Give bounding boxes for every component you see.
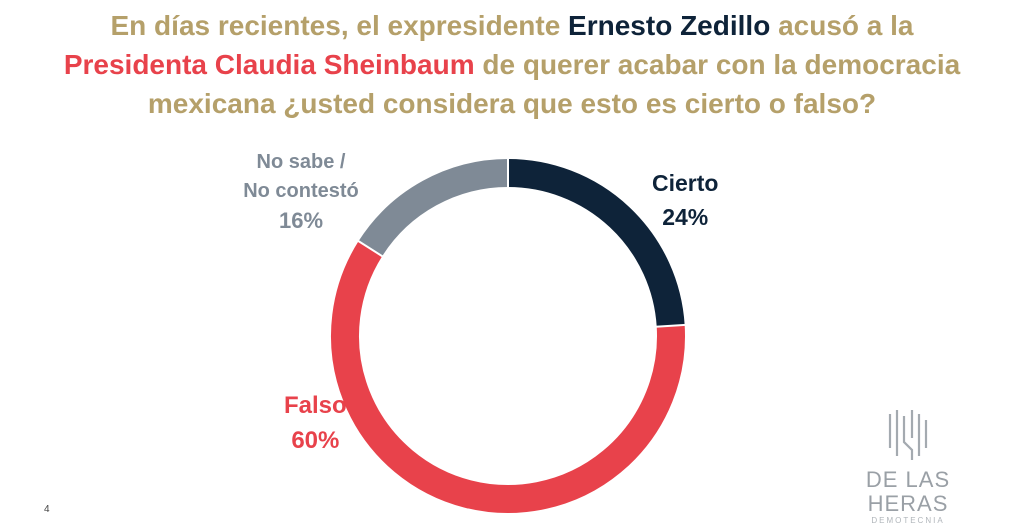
no-sabe-label-line1: No sabe / — [256, 151, 346, 173]
title-text-2: acusó a la — [770, 10, 914, 41]
slice-no-sabe — [358, 159, 509, 257]
title-name-sheinbaum: Presidenta Claudia Sheinbaum — [63, 49, 475, 80]
no-sabe-percent: 16% — [278, 208, 324, 233]
slice-label-cierto: Cierto 24% — [652, 166, 718, 234]
logo-name: DE LAS HERAS — [865, 467, 951, 516]
slice-label-no-sabe: No sabe / No contestó 16% — [236, 148, 366, 235]
slice-separator — [357, 239, 384, 258]
logo-subtitle: DEMOTECNIA — [871, 516, 945, 525]
page-number: 4 — [44, 504, 50, 515]
logo-mark-icon — [888, 410, 928, 460]
cierto-percent: 24% — [662, 204, 709, 230]
title-text-1: En días recientes, el expresidente — [110, 10, 569, 41]
question-title: En días recientes, el expresidente Ernes… — [0, 6, 1024, 123]
falso-percent: 60% — [291, 427, 340, 454]
de-las-heras-logo: DE LAS HERAS DEMOTECNIA — [828, 408, 988, 525]
title-text-3: de querer acabar con la democracia — [474, 49, 961, 80]
title-text-4: mexicana ¿usted considera que esto es ci… — [147, 88, 877, 119]
slice-separator — [655, 323, 686, 328]
no-sabe-label-line2: No contestó — [243, 180, 359, 202]
slice-cierto — [507, 159, 685, 327]
slice-label-falso: Falso 60% — [284, 388, 347, 458]
falso-label: Falso — [284, 392, 347, 419]
slice-falso — [331, 241, 685, 513]
title-name-zedillo: Ernesto Zedillo — [568, 10, 771, 41]
cierto-label: Cierto — [652, 170, 719, 196]
